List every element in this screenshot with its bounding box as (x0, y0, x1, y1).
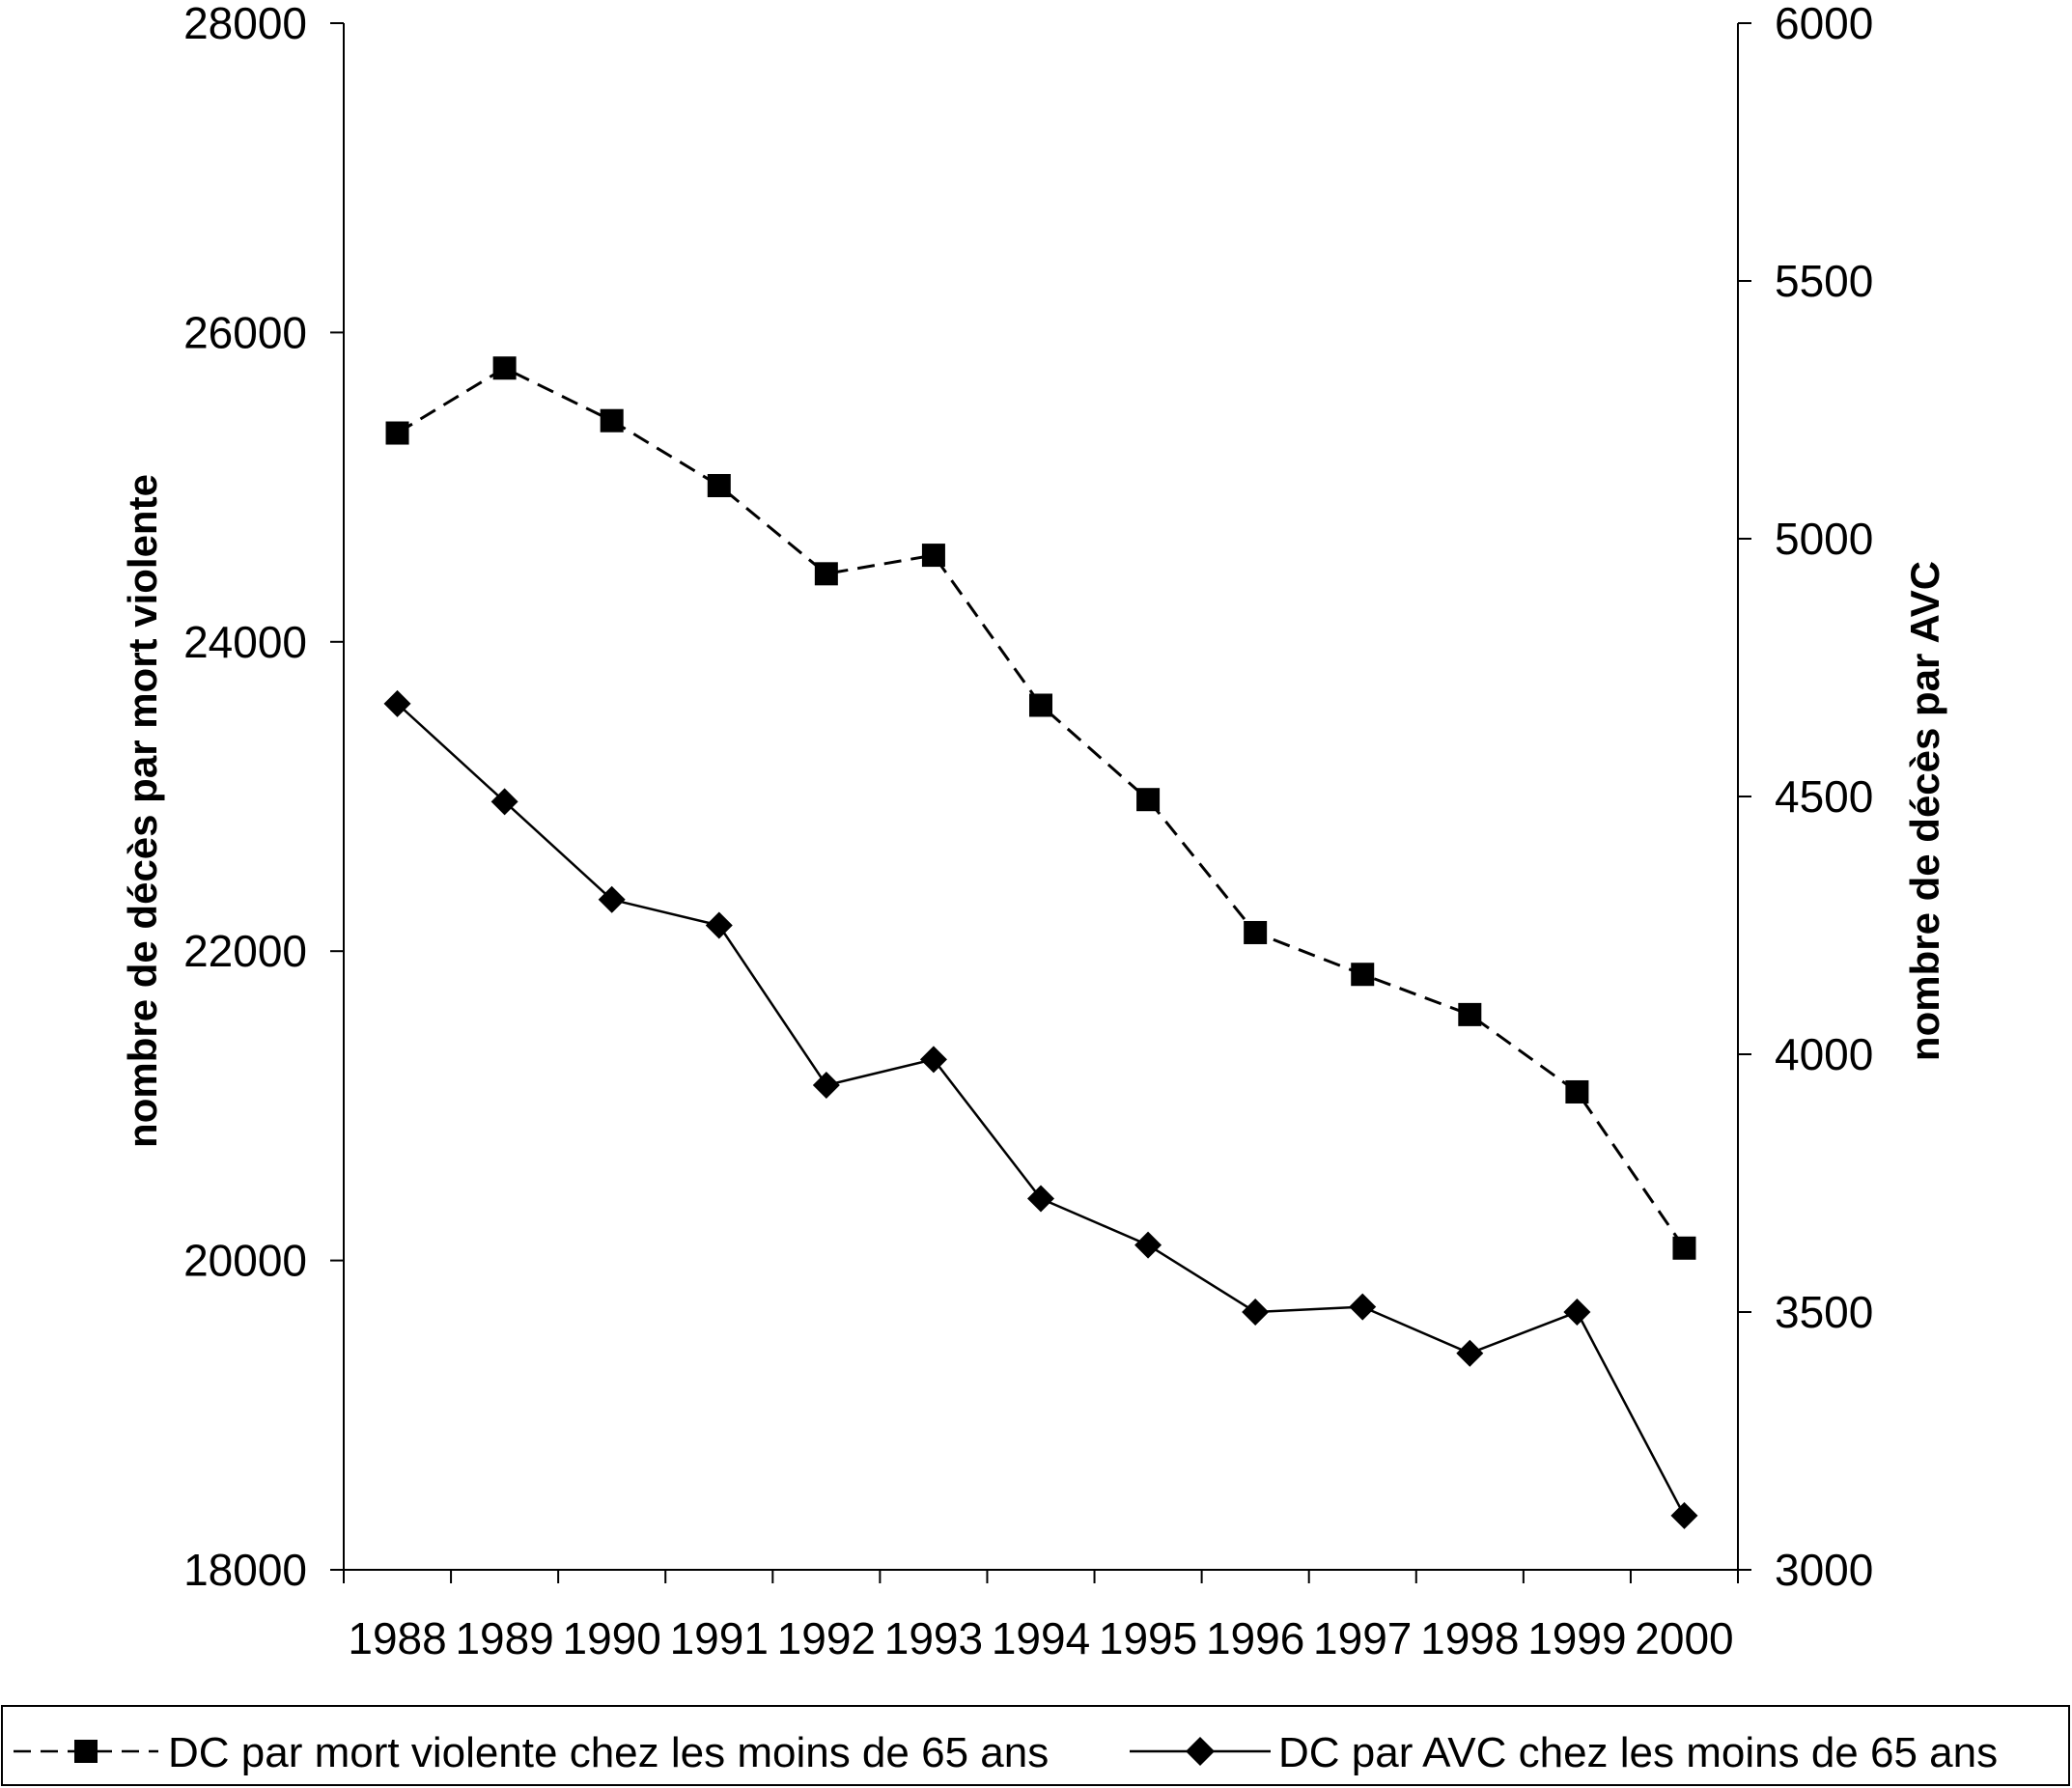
x-tick-label: 1996 (1206, 1613, 1304, 1663)
x-tick-label: 1989 (455, 1613, 553, 1663)
right-tick-label: 6000 (1775, 0, 1873, 48)
right-tick-label: 3500 (1775, 1287, 1873, 1337)
marker-square (1565, 1079, 1589, 1104)
x-tick-label: 1990 (563, 1613, 661, 1663)
marker-diamond (1563, 1299, 1591, 1326)
series-layer (383, 356, 1698, 1529)
marker-square (1351, 963, 1375, 987)
marker-diamond (1456, 1339, 1484, 1367)
left-tick-label: 22000 (183, 926, 307, 976)
right-axis-ticks: 3000 3500 4000 4500 5000 5500 6000 (1738, 0, 1873, 1595)
marker-square (1458, 1002, 1482, 1026)
right-tick-label: 3000 (1775, 1545, 1873, 1595)
marker-square (600, 408, 624, 433)
left-axis-ticks: 18000 20000 22000 24000 26000 28000 (183, 0, 344, 1595)
x-tick-label: 1998 (1420, 1613, 1519, 1663)
left-tick-label: 20000 (183, 1236, 307, 1286)
marker-diamond (490, 788, 518, 816)
marker-diamond (598, 885, 626, 913)
marker-diamond (1242, 1299, 1270, 1326)
marker-diamond (812, 1072, 840, 1100)
left-tick-label: 28000 (183, 0, 307, 48)
marker-diamond (383, 689, 411, 717)
x-tick-label: 1993 (884, 1613, 983, 1663)
marker-square (814, 562, 838, 586)
marker-square (1244, 920, 1268, 944)
right-tick-label: 5000 (1775, 514, 1873, 564)
right-tick-label: 4500 (1775, 771, 1873, 822)
right-tick-label: 4000 (1775, 1029, 1873, 1079)
left-axis-title: nombre de décès par mort violente (120, 474, 165, 1148)
legend-marker-square (74, 1740, 98, 1763)
marker-diamond (1349, 1293, 1377, 1321)
marker-diamond (1134, 1231, 1162, 1259)
legend-label-avc: DC par AVC chez les moins de 65 ans (1278, 1729, 1998, 1776)
axes (343, 23, 1739, 1571)
right-axis-title: nombre de décès par AVC (1902, 561, 1947, 1061)
marker-diamond (1670, 1501, 1698, 1529)
marker-square (492, 356, 517, 380)
x-tick-label: 1991 (670, 1613, 769, 1663)
x-tick-label: 1988 (348, 1613, 446, 1663)
x-axis-ticks: 1988 1989 1990 1991 1992 1993 1994 1995 1996 1997… (343, 1570, 1739, 1663)
marker-square (921, 544, 945, 568)
legend-marker-diamond (1186, 1737, 1215, 1766)
marker-square (707, 473, 731, 497)
marker-square (385, 421, 409, 445)
legend: DC par mort violente chez les moins de 6… (1, 1705, 2070, 1786)
marker-diamond (1027, 1185, 1054, 1213)
series-line-avc (396, 702, 1686, 1517)
series-line-violent (396, 366, 1686, 1249)
marker-square (1136, 788, 1161, 812)
x-tick-label: 1994 (992, 1613, 1090, 1663)
left-tick-label: 24000 (183, 617, 307, 667)
marker-diamond (919, 1046, 947, 1074)
legend-box (1, 1705, 2070, 1786)
right-tick-label: 5500 (1775, 256, 1873, 306)
x-tick-label: 2000 (1635, 1613, 1733, 1663)
legend-label-violent: DC par mort violente chez les moins de 6… (168, 1729, 1049, 1776)
x-tick-label: 1995 (1099, 1613, 1197, 1663)
marker-diamond (705, 911, 733, 939)
marker-square (1029, 693, 1052, 717)
marker-square (1672, 1236, 1696, 1260)
x-tick-label: 1997 (1313, 1613, 1412, 1663)
x-tick-label: 1999 (1527, 1613, 1626, 1663)
x-tick-label: 1992 (777, 1613, 876, 1663)
left-tick-label: 26000 (183, 307, 307, 357)
left-tick-label: 18000 (183, 1545, 307, 1595)
